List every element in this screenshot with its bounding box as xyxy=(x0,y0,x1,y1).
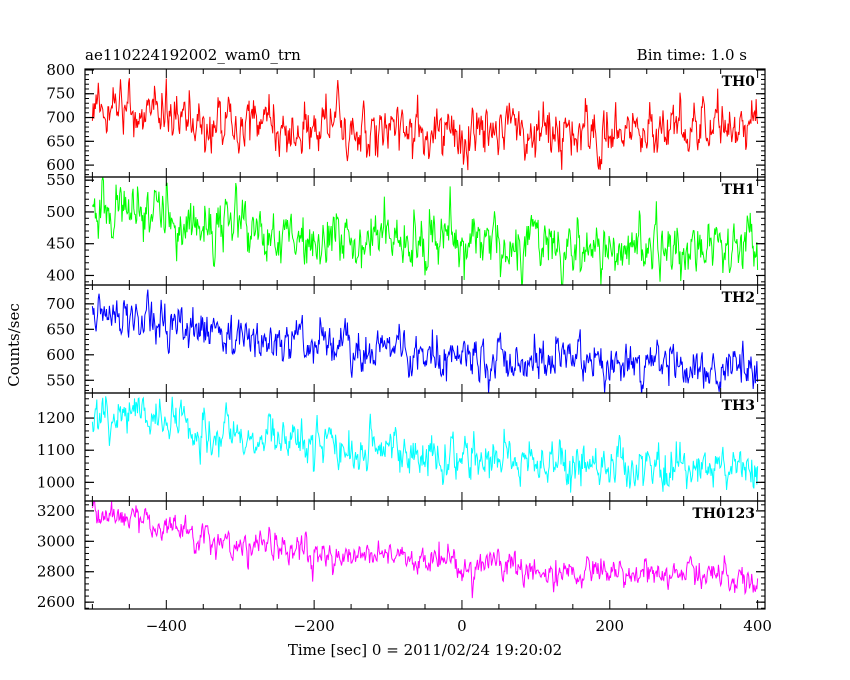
y-tick-label: 3200 xyxy=(37,502,75,520)
y-tick-label: 700 xyxy=(46,109,75,127)
y-tick-label: 500 xyxy=(46,203,75,221)
series-label-th1: TH1 xyxy=(722,182,755,198)
series-label-th2: TH2 xyxy=(722,290,755,306)
x-tick-label: 400 xyxy=(743,617,772,635)
y-tick-label: 600 xyxy=(46,156,75,174)
y-axis-label: Counts/sec xyxy=(5,303,23,387)
y-tick-label: 450 xyxy=(46,235,75,253)
x-tick-label: 0 xyxy=(457,617,467,635)
y-tick-label: 1000 xyxy=(37,473,75,491)
series-line-th1 xyxy=(91,177,759,285)
panel-frame xyxy=(84,500,766,610)
y-tick-label: 650 xyxy=(46,132,75,150)
y-tick-label: 700 xyxy=(46,295,75,313)
series-line-th0123 xyxy=(91,501,759,599)
y-tick-label: 800 xyxy=(46,61,75,79)
series-label-th0123: TH0123 xyxy=(692,506,755,522)
y-tick-label: 550 xyxy=(46,371,75,389)
y-tick-label: 650 xyxy=(46,320,75,338)
panels-group: 600650700750800TH0400450500550TH15506006… xyxy=(37,61,766,611)
x-axis: −400 −200 0 200 400 xyxy=(146,617,772,635)
y-tick-label: 550 xyxy=(46,171,75,189)
panel-th3: 1000 1100 1200 TH3 xyxy=(37,392,766,502)
series-line-th0 xyxy=(91,78,759,171)
x-tick-label: −200 xyxy=(294,617,335,635)
y-tick-label: 2800 xyxy=(37,563,75,581)
y-tick-label: 600 xyxy=(46,346,75,364)
panel-th0123: 2600 2800 3000 3200 TH0123 xyxy=(37,500,766,611)
y-tick-label: 400 xyxy=(46,266,75,284)
chart-title: ae110224192002_wam0_trn xyxy=(85,46,301,64)
x-tick-label: −400 xyxy=(146,617,187,635)
panel-th1: 400 450 500 550 TH1 xyxy=(46,171,766,286)
series-label-th3: TH3 xyxy=(722,398,755,414)
panel-th0: 600 650 700 750 800 TH0 xyxy=(46,61,766,178)
x-tick-label: 200 xyxy=(595,617,624,635)
x-axis-label: Time [sec] 0 = 2011/02/24 19:20:02 xyxy=(288,641,562,659)
series-label-th0: TH0 xyxy=(722,74,756,90)
y-tick-label: 3000 xyxy=(37,532,75,550)
y-tick-label: 2600 xyxy=(37,593,75,611)
panel-th2: 550 600 650 700 TH2 xyxy=(46,284,766,394)
y-tick-label: 1100 xyxy=(37,441,75,459)
bin-time-label: Bin time: 1.0 s xyxy=(637,46,747,64)
series-line-th3 xyxy=(91,396,759,493)
panel-frame xyxy=(84,284,766,394)
y-tick-label: 1200 xyxy=(37,409,75,427)
series-line-th2 xyxy=(91,289,759,393)
y-tick-label: 750 xyxy=(46,85,75,103)
